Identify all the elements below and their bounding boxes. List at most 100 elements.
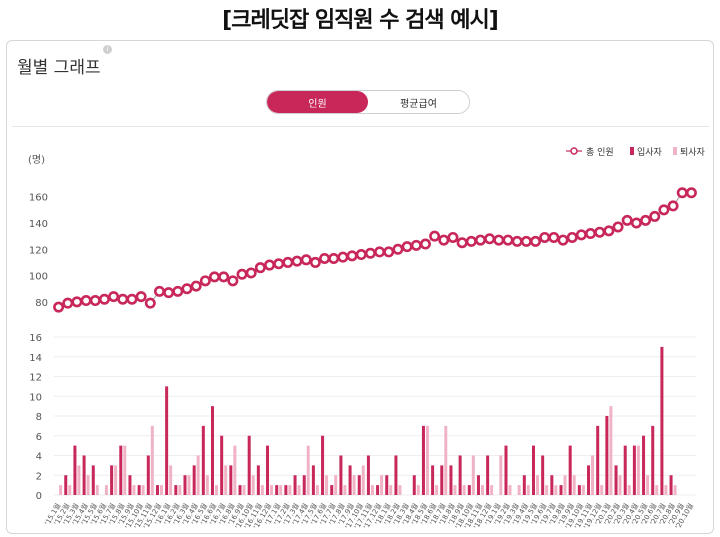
leavers-bar bbox=[490, 485, 494, 495]
info-icon[interactable]: i bbox=[103, 45, 112, 54]
leavers-bar bbox=[600, 485, 604, 495]
total-headcount-point bbox=[612, 221, 624, 233]
leavers-bar bbox=[646, 475, 650, 495]
hires-bar bbox=[605, 416, 609, 495]
total-headcount-point bbox=[126, 293, 138, 305]
hires-bar bbox=[651, 425, 655, 495]
hires-bar bbox=[238, 485, 242, 495]
legend-leavers-swatch bbox=[673, 147, 677, 155]
leavers-bar bbox=[655, 485, 659, 495]
hires-bar bbox=[146, 455, 150, 495]
leavers-bar bbox=[123, 445, 127, 495]
total-headcount-point bbox=[346, 250, 358, 262]
hires-bar bbox=[431, 465, 435, 495]
bar-y-tick-label: 14 bbox=[29, 353, 42, 364]
hires-bar bbox=[321, 435, 325, 495]
total-headcount-point bbox=[190, 280, 202, 292]
leavers-bar bbox=[581, 485, 585, 495]
bar-y-tick-label: 12 bbox=[29, 373, 42, 384]
total-headcount-point bbox=[520, 235, 532, 247]
hires-bar bbox=[623, 445, 627, 495]
bar-y-tick-label: 2 bbox=[36, 471, 42, 482]
hires-bar bbox=[412, 475, 416, 495]
leavers-bar bbox=[178, 485, 182, 495]
bar-y-tick-label: 0 bbox=[36, 491, 42, 502]
leavers-bar bbox=[325, 475, 329, 495]
total-headcount-point bbox=[548, 231, 560, 243]
total-headcount-point bbox=[640, 214, 652, 226]
leavers-bar bbox=[233, 445, 237, 495]
hires-bar bbox=[366, 455, 370, 495]
total-headcount-point bbox=[71, 296, 83, 308]
bar-y-tick-label: 16 bbox=[29, 333, 42, 344]
total-headcount-point bbox=[328, 252, 340, 264]
leavers-bar bbox=[104, 485, 108, 495]
total-headcount-point bbox=[53, 301, 65, 313]
leavers-bar bbox=[334, 475, 338, 495]
legend-label-leavers: 퇴사자 bbox=[680, 147, 706, 158]
leavers-bar bbox=[68, 485, 72, 495]
hires-bar bbox=[211, 406, 214, 495]
total-headcount-point bbox=[603, 225, 615, 237]
leavers-bar bbox=[150, 425, 154, 495]
total-headcount-point bbox=[144, 297, 156, 309]
leavers-bar bbox=[627, 485, 631, 495]
total-headcount-point bbox=[181, 283, 193, 295]
total-headcount-point bbox=[474, 234, 486, 246]
hires-bar bbox=[348, 465, 352, 495]
monthly-graph-panel: 월별 그래프 i 인원 평균급여 (명) 80 100 120 140 160 총 인원 입사… bbox=[6, 40, 714, 534]
total-headcount-point bbox=[539, 231, 551, 243]
total-headcount-point bbox=[566, 231, 578, 243]
hires-bar bbox=[183, 475, 187, 495]
toggle-headcount[interactable]: 인원 bbox=[267, 91, 368, 113]
leavers-bar bbox=[159, 485, 163, 495]
line-y-tick-label: 100 bbox=[29, 272, 48, 283]
legend-label-total: 총 인원 bbox=[586, 147, 614, 158]
leavers-bar bbox=[205, 475, 209, 495]
total-headcount-point bbox=[309, 256, 321, 268]
hires-bar bbox=[64, 475, 68, 495]
hires-bar bbox=[669, 475, 673, 495]
leavers-bar bbox=[380, 475, 384, 495]
leavers-bar bbox=[315, 485, 319, 495]
total-headcount-point bbox=[685, 187, 697, 199]
hires-bar bbox=[532, 445, 535, 495]
total-headcount-point bbox=[465, 235, 477, 247]
total-headcount-point bbox=[401, 241, 413, 253]
total-headcount-point bbox=[172, 285, 184, 297]
hires-bar bbox=[155, 485, 159, 495]
hires-bar bbox=[275, 485, 279, 495]
total-headcount-point bbox=[621, 214, 633, 226]
leavers-bar bbox=[270, 485, 274, 495]
leavers-bar bbox=[343, 485, 347, 495]
leavers-bar bbox=[416, 485, 420, 495]
leavers-bar bbox=[260, 485, 264, 495]
hires-bar bbox=[339, 455, 343, 495]
total-headcount-point bbox=[264, 259, 276, 271]
hires-bar bbox=[220, 435, 224, 495]
hires-bar bbox=[504, 445, 508, 495]
total-headcount-point bbox=[557, 234, 569, 246]
hires-bar bbox=[174, 485, 178, 495]
leavers-bar bbox=[114, 465, 118, 495]
leavers-bar bbox=[370, 485, 374, 495]
leavers-bar bbox=[554, 485, 558, 495]
hires-bar bbox=[229, 465, 233, 495]
hires-bar bbox=[614, 465, 618, 495]
hires-bar bbox=[385, 475, 389, 495]
line-y-tick-label: 160 bbox=[29, 193, 48, 204]
toggle-avg-salary[interactable]: 평균급여 bbox=[368, 91, 469, 113]
leavers-bar bbox=[444, 425, 448, 495]
leavers-bar bbox=[361, 465, 365, 495]
leavers-bar bbox=[352, 475, 356, 495]
legend-total-marker bbox=[570, 147, 578, 155]
total-headcount-point bbox=[236, 268, 248, 280]
total-headcount-point bbox=[667, 200, 679, 212]
total-headcount-point bbox=[392, 243, 404, 255]
total-headcount-point bbox=[575, 229, 587, 241]
hires-bar bbox=[293, 475, 297, 495]
total-headcount-point bbox=[649, 210, 661, 222]
hires-bar bbox=[376, 485, 380, 495]
hires-bar bbox=[256, 465, 260, 495]
leavers-bar bbox=[462, 485, 466, 495]
